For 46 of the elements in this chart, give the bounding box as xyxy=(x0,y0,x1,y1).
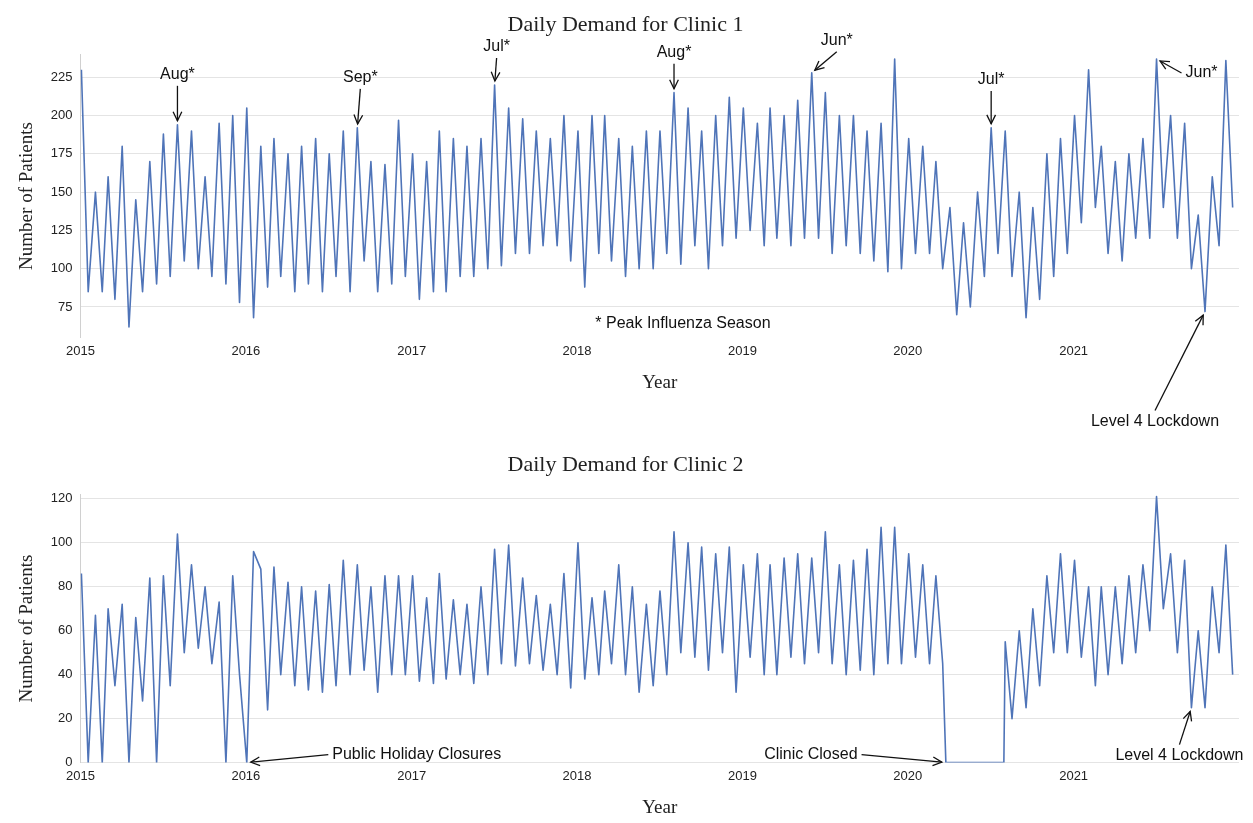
x-tick-label: 2016 xyxy=(231,767,261,783)
y-tick-label: 100 xyxy=(50,260,73,276)
x-tick-label: 2020 xyxy=(893,342,923,358)
x-tick-label: 2017 xyxy=(397,767,427,783)
x-tick-label: 2018 xyxy=(562,767,592,783)
y-tick-label: 40 xyxy=(58,666,73,682)
y-tick-label: 175 xyxy=(50,145,73,161)
annotation: Public Holiday Closures xyxy=(332,745,502,763)
x-axis-title: Year xyxy=(642,370,678,392)
annotation: Jun* xyxy=(1185,63,1218,81)
chart-title: Daily Demand for Clinic 2 xyxy=(507,450,744,476)
annotation: Jul* xyxy=(977,70,1005,88)
x-tick-label: 2019 xyxy=(727,767,757,783)
x-tick-label: 2021 xyxy=(1059,767,1089,783)
y-tick-label: 80 xyxy=(58,578,73,594)
x-tick-label: 2021 xyxy=(1059,342,1089,358)
x-tick-label: 2017 xyxy=(397,342,427,358)
y-tick-label: 75 xyxy=(58,298,73,314)
annotation: Level 4 Lockdown xyxy=(1090,411,1220,429)
x-tick-label: 2018 xyxy=(562,342,592,358)
annotation: Level 4 Lockdown xyxy=(1115,746,1244,764)
x-tick-label: 2015 xyxy=(66,767,95,783)
y-axis-title: Number of Patients xyxy=(15,554,37,703)
y-tick-label: 60 xyxy=(58,622,73,638)
y-tick-label: 100 xyxy=(50,534,73,550)
x-tick-label: 2019 xyxy=(727,342,757,358)
x-axis-title: Year xyxy=(642,795,678,817)
y-tick-label: 0 xyxy=(65,754,73,770)
y-tick-label: 125 xyxy=(50,222,73,238)
annotation: Jul* xyxy=(483,37,510,55)
annotation: Sep* xyxy=(342,68,378,86)
y-tick-label: 120 xyxy=(50,490,73,506)
y-tick-label: 20 xyxy=(58,710,73,726)
x-tick-label: 2016 xyxy=(231,342,261,358)
y-tick-label: 150 xyxy=(50,183,73,199)
annotation: Aug* xyxy=(656,43,692,61)
annotation: Clinic Closed xyxy=(764,745,858,763)
y-tick-label: 200 xyxy=(50,107,73,123)
chart-title: Daily Demand for Clinic 1 xyxy=(507,10,744,36)
x-tick-label: 2015 xyxy=(66,342,95,358)
x-tick-label: 2020 xyxy=(893,767,923,783)
y-axis-title: Number of Patients xyxy=(15,122,37,270)
annotation: Jun* xyxy=(820,31,853,49)
y-tick-label: 225 xyxy=(50,68,73,84)
annotation: * Peak Influenza Season xyxy=(595,314,771,332)
annotation: Aug* xyxy=(160,65,195,83)
